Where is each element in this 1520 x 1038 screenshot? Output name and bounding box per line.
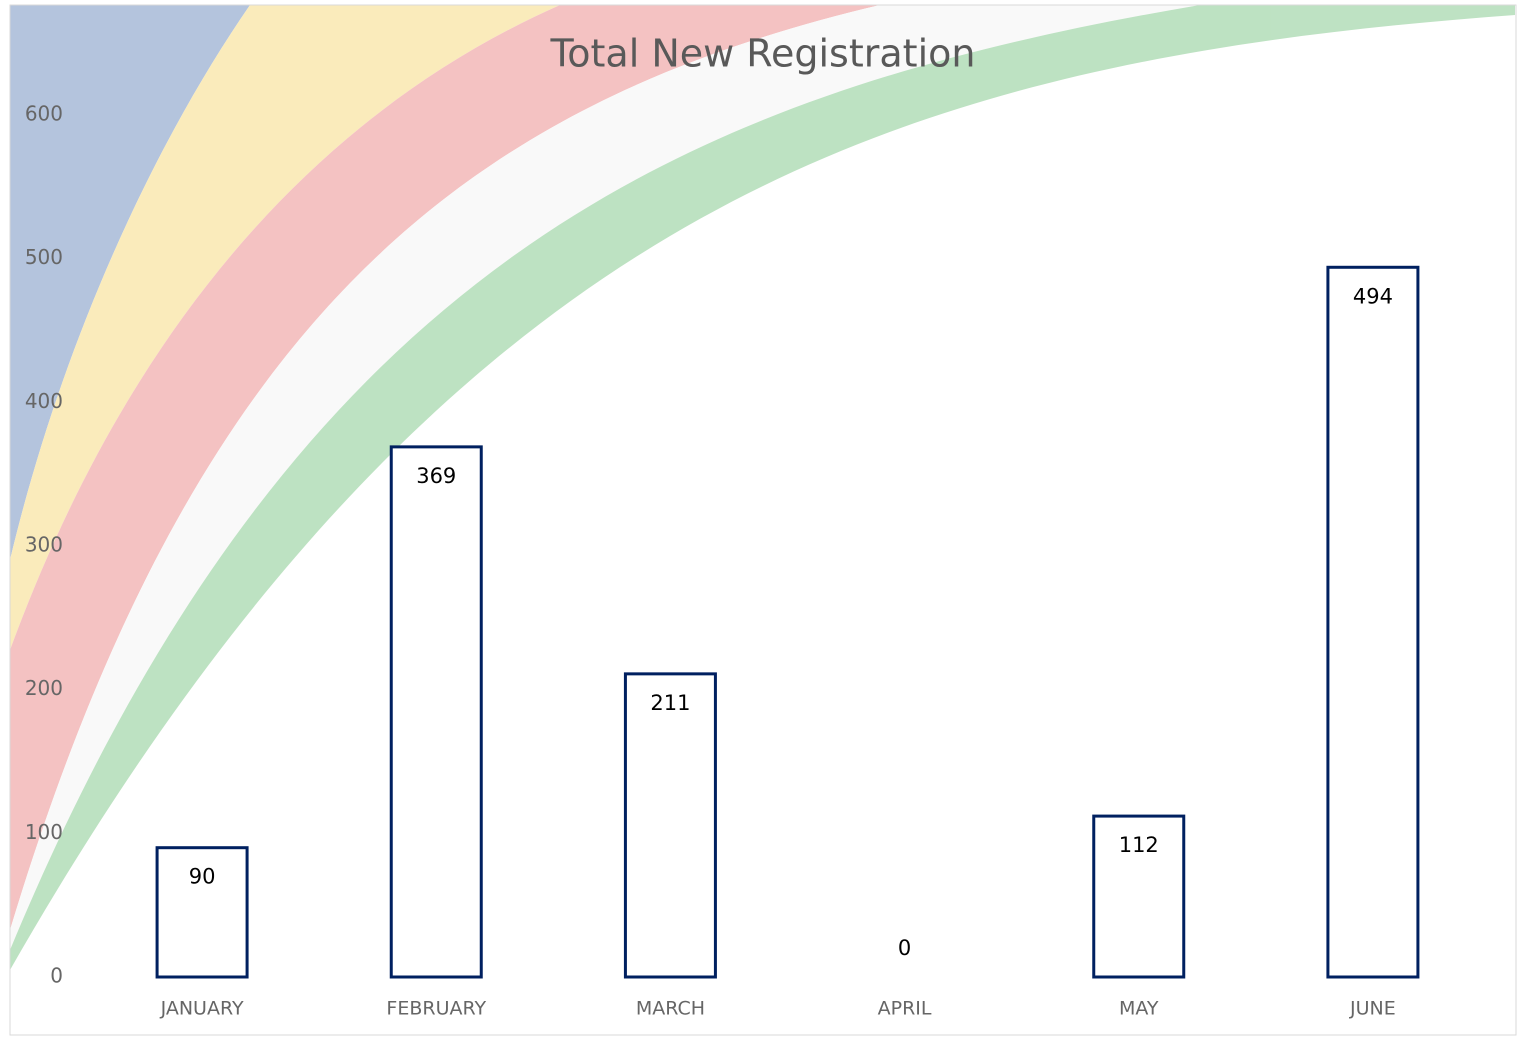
x-tick-label: MAY — [1119, 998, 1159, 1020]
data-label: 494 — [1353, 284, 1393, 308]
background-flag — [10, 5, 1515, 970]
y-tick-label: 400 — [25, 389, 63, 413]
flag-red — [10, 5, 880, 930]
x-tick-label: JANUARY — [160, 998, 244, 1020]
bar — [1092, 814, 1186, 979]
flag-yellow — [10, 5, 560, 650]
flag-green — [10, 5, 1515, 970]
y-tick-label: 200 — [25, 676, 63, 700]
x-tick-label: FEBRUARY — [386, 998, 486, 1020]
x-tick-label: APRIL — [878, 998, 932, 1020]
bar — [1326, 265, 1420, 979]
data-label: 112 — [1119, 833, 1159, 857]
data-label: 0 — [898, 936, 911, 960]
y-tick-label: 0 — [50, 964, 63, 988]
bar — [155, 846, 249, 979]
x-tick-label: MARCH — [636, 998, 705, 1020]
data-label: 90 — [189, 865, 216, 889]
y-tick-label: 600 — [25, 102, 63, 126]
bar — [623, 672, 717, 979]
bar — [389, 445, 483, 979]
flag-white — [10, 5, 1200, 950]
y-tick-label: 300 — [25, 533, 63, 557]
chart-title: Total New Registration — [550, 32, 976, 76]
data-label: 369 — [416, 464, 456, 488]
data-label: 211 — [650, 691, 690, 715]
flag-blue — [10, 5, 250, 560]
x-tick-label: JUNE — [1349, 998, 1396, 1020]
y-tick-label: 500 — [25, 245, 63, 269]
chart-border — [9, 4, 1517, 1036]
y-tick-label: 100 — [25, 820, 63, 844]
